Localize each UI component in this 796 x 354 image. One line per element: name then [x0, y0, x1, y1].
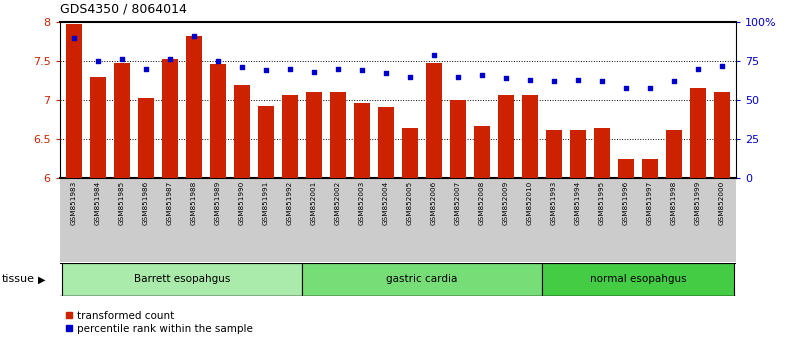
Point [332, 66, 345, 72]
Point [548, 79, 560, 84]
Text: ▶: ▶ [38, 274, 45, 285]
Text: GSM851985: GSM851985 [119, 181, 125, 225]
Point [668, 79, 681, 84]
Point [500, 75, 513, 81]
Text: GSM852001: GSM852001 [311, 181, 317, 225]
Bar [522, 95, 538, 178]
Point [68, 35, 80, 40]
Point [572, 77, 584, 82]
Bar [546, 130, 562, 178]
Text: GSM852008: GSM852008 [479, 181, 485, 225]
Point [308, 69, 321, 75]
Text: GSM851989: GSM851989 [215, 181, 221, 225]
Text: GSM851987: GSM851987 [167, 181, 173, 225]
Bar [302, 263, 542, 296]
Bar [186, 36, 202, 178]
Point [524, 77, 537, 82]
Text: GSM851992: GSM851992 [287, 181, 293, 225]
Text: GSM852000: GSM852000 [719, 181, 725, 225]
Text: GSM851984: GSM851984 [95, 181, 101, 225]
Bar [210, 64, 226, 178]
Bar [690, 88, 706, 178]
Bar [234, 85, 250, 178]
Point [451, 74, 464, 79]
Text: GSM851988: GSM851988 [191, 181, 197, 225]
Point [380, 71, 392, 76]
Bar [618, 159, 634, 178]
Point [356, 68, 369, 73]
Bar [570, 130, 586, 178]
Bar [115, 63, 130, 178]
Point [595, 79, 608, 84]
Text: GSM851999: GSM851999 [695, 181, 701, 225]
Bar [62, 263, 302, 296]
Bar [283, 95, 298, 178]
Point [188, 33, 201, 39]
Bar [402, 128, 418, 178]
Bar [162, 59, 178, 178]
Point [236, 64, 248, 70]
Text: GSM851995: GSM851995 [599, 181, 605, 225]
Text: normal esopahgus: normal esopahgus [590, 274, 686, 285]
Text: GDS4350 / 8064014: GDS4350 / 8064014 [60, 2, 186, 15]
Bar [354, 103, 370, 178]
Bar [66, 24, 82, 178]
Point [140, 66, 153, 72]
Text: GSM852009: GSM852009 [503, 181, 509, 225]
Bar [474, 126, 490, 178]
Point [404, 74, 416, 79]
Point [692, 66, 704, 72]
Text: GSM852005: GSM852005 [407, 181, 413, 225]
Text: tissue: tissue [2, 274, 34, 285]
Text: GSM851996: GSM851996 [623, 181, 629, 225]
Text: GSM851990: GSM851990 [239, 181, 245, 225]
Point [619, 85, 632, 90]
Point [259, 68, 272, 73]
Bar [542, 263, 734, 296]
Bar [451, 100, 466, 178]
Point [475, 72, 488, 78]
Point [427, 52, 440, 58]
Text: GSM852010: GSM852010 [527, 181, 533, 225]
Bar [426, 63, 442, 178]
Bar [666, 130, 681, 178]
Text: gastric cardia: gastric cardia [386, 274, 458, 285]
Point [164, 57, 177, 62]
Text: GSM851993: GSM851993 [551, 181, 557, 225]
Bar [378, 107, 394, 178]
Text: GSM852002: GSM852002 [335, 181, 341, 225]
Text: GSM851997: GSM851997 [647, 181, 653, 225]
Bar [642, 159, 657, 178]
Text: GSM851983: GSM851983 [71, 181, 77, 225]
Bar [714, 92, 730, 178]
Bar [90, 76, 106, 178]
Point [115, 57, 128, 62]
Point [643, 85, 656, 90]
Text: GSM852007: GSM852007 [455, 181, 461, 225]
Point [283, 66, 296, 72]
Point [716, 63, 728, 69]
Text: GSM852004: GSM852004 [383, 181, 389, 225]
Legend: transformed count, percentile rank within the sample: transformed count, percentile rank withi… [65, 311, 253, 334]
Point [212, 58, 224, 64]
Bar [594, 128, 610, 178]
Text: GSM851986: GSM851986 [143, 181, 149, 225]
Bar [498, 95, 513, 178]
Text: Barrett esopahgus: Barrett esopahgus [134, 274, 230, 285]
Text: GSM851994: GSM851994 [575, 181, 581, 225]
Text: GSM851998: GSM851998 [671, 181, 677, 225]
Text: GSM851991: GSM851991 [263, 181, 269, 225]
Text: GSM852006: GSM852006 [431, 181, 437, 225]
Bar [258, 106, 274, 178]
Point [92, 58, 104, 64]
Bar [139, 98, 154, 178]
Bar [306, 92, 322, 178]
Bar [330, 92, 345, 178]
Text: GSM852003: GSM852003 [359, 181, 365, 225]
